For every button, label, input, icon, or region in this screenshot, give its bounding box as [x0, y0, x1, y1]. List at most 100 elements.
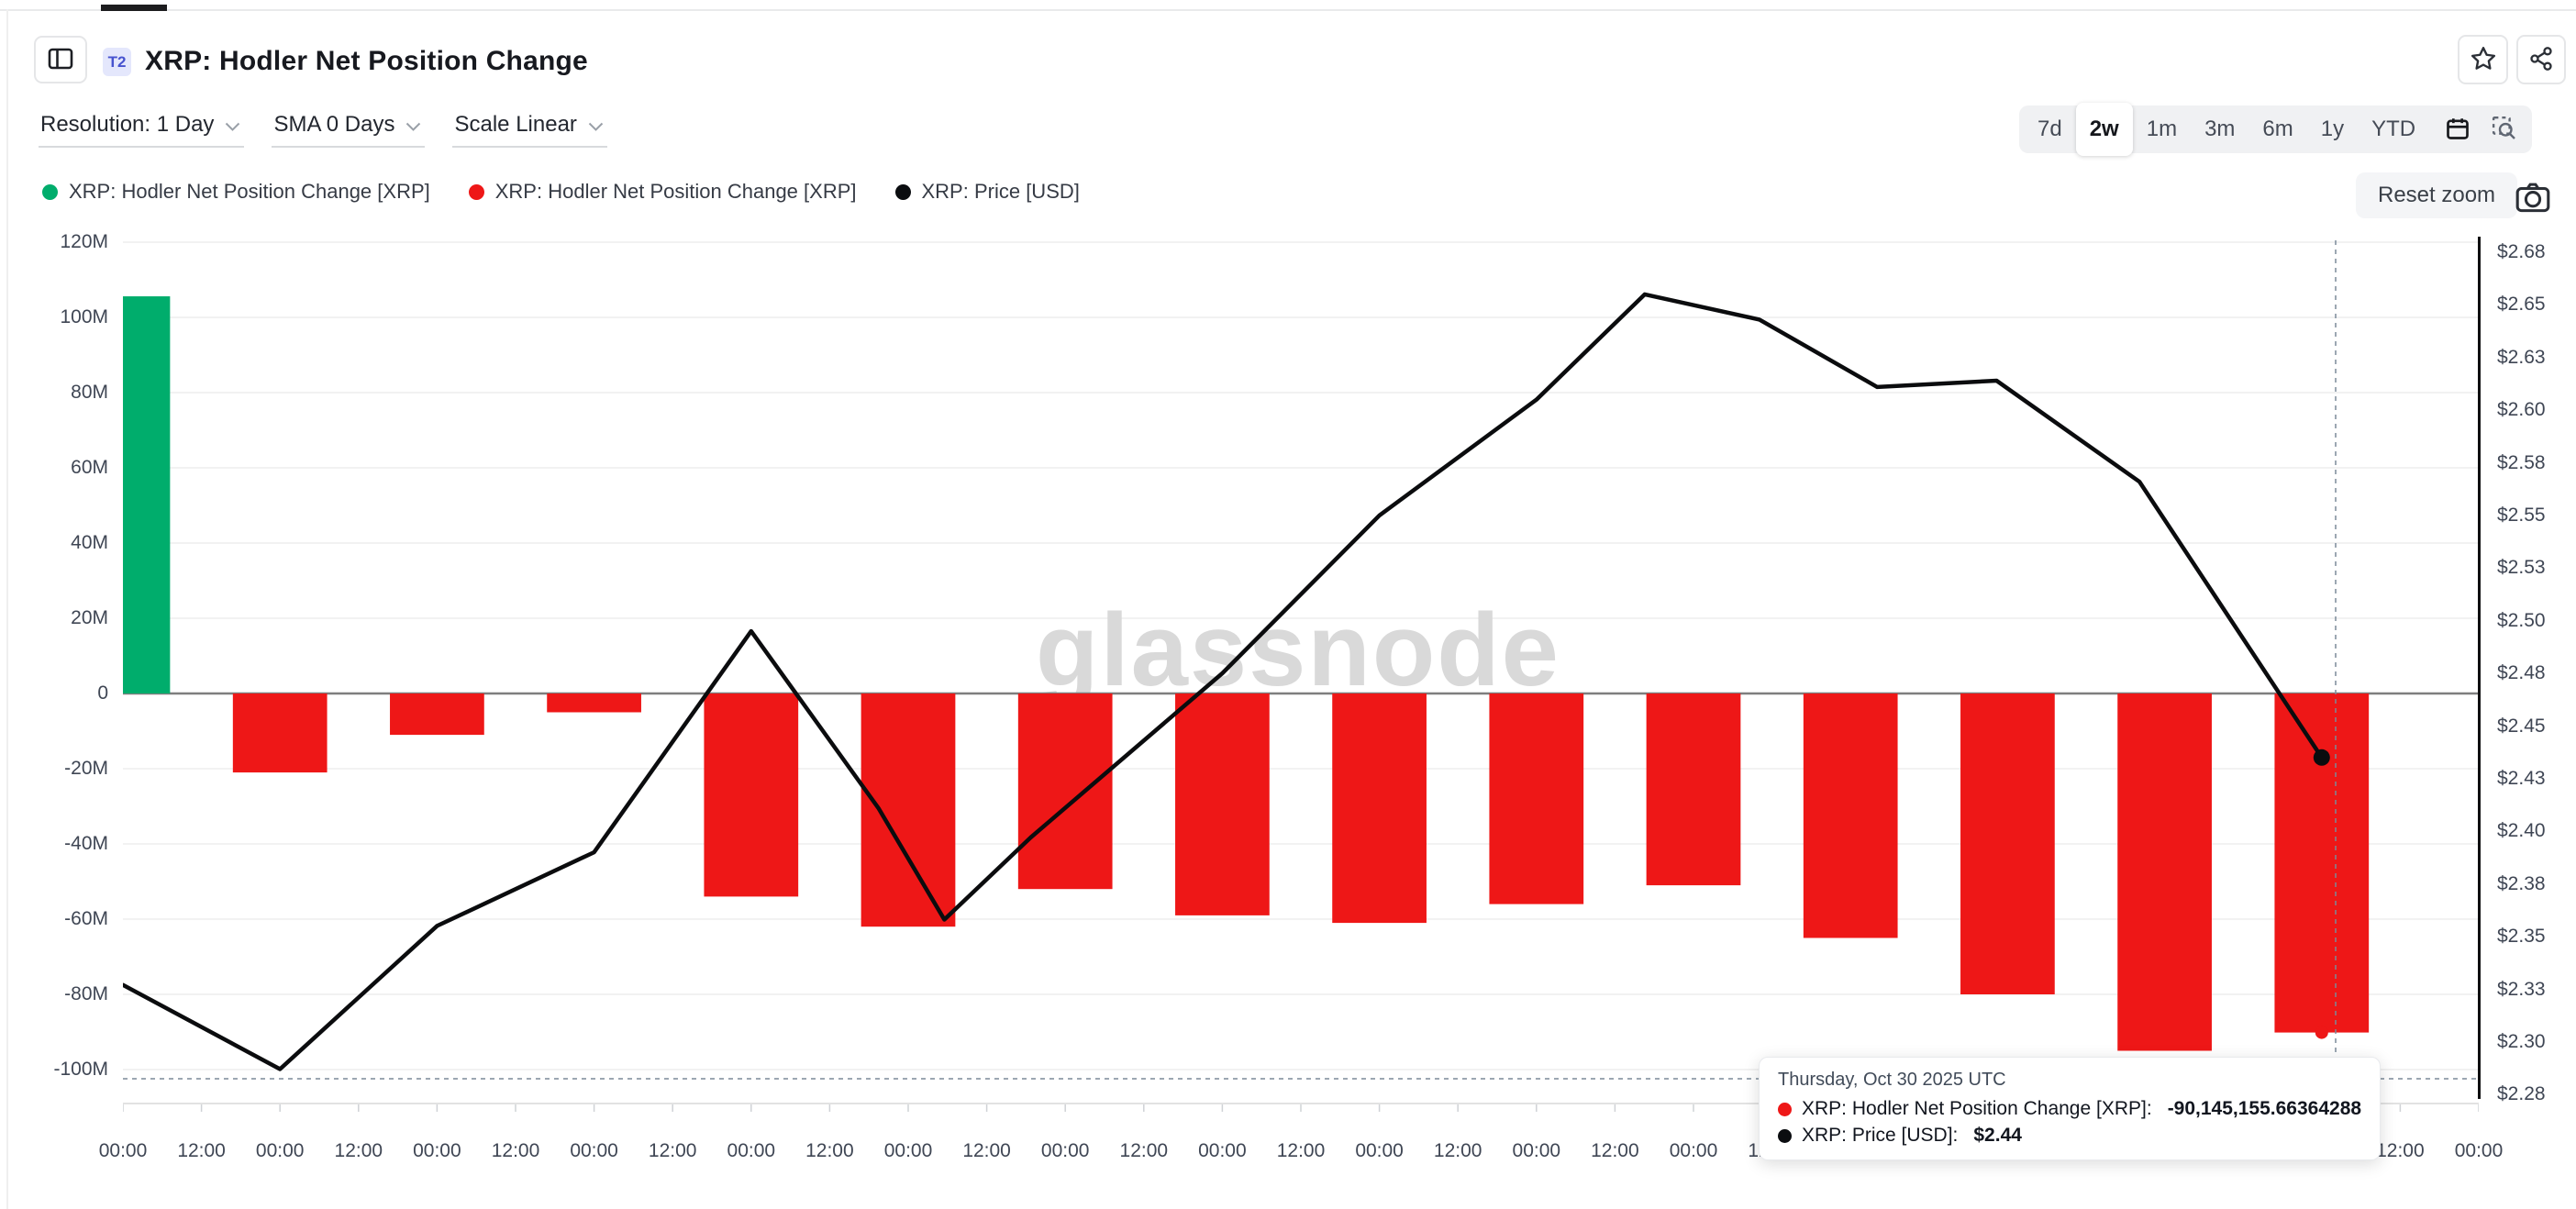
- y-right-tick: $2.30: [2497, 1031, 2546, 1052]
- range-option-ytd[interactable]: YTD: [2358, 105, 2429, 153]
- share-button[interactable]: [2516, 35, 2566, 84]
- x-axis-tick: 00:00: [570, 1140, 618, 1161]
- top-border: [0, 9, 2576, 11]
- sma-value: SMA 0 Days: [273, 112, 395, 137]
- x-axis-tick: 00:00: [413, 1140, 461, 1161]
- y-right-tick: $2.28: [2497, 1083, 2546, 1105]
- x-axis-tick: 12:00: [1591, 1140, 1639, 1161]
- bar-Oct 30 2025: [2274, 693, 2370, 1033]
- x-axis-tick: 12:00: [334, 1140, 383, 1161]
- tooltip-label: XRP: Hodler Net Position Change [XRP]:: [1802, 1098, 2152, 1119]
- calendar-icon: [2445, 116, 2471, 144]
- x-axis-tick: 00:00: [2454, 1140, 2504, 1161]
- tier-badge: T2: [103, 48, 131, 76]
- y-right-tick: $2.60: [2497, 399, 2546, 421]
- chart-plot[interactable]: glassnode: [123, 231, 2479, 1114]
- y-right-tick: $2.53: [2497, 557, 2546, 579]
- y-right-tick: $2.63: [2497, 346, 2546, 368]
- x-axis-tick: 12:00: [805, 1140, 854, 1161]
- tooltip-value: -90,145,155.66364288: [2167, 1098, 2362, 1119]
- legend-item-1[interactable]: XRP: Hodler Net Position Change [XRP]: [468, 180, 857, 204]
- reset-zoom-button[interactable]: Reset zoom: [2356, 172, 2518, 218]
- resolution-value: Resolution: 1 Day: [40, 112, 215, 137]
- sma-dropdown[interactable]: SMA 0 Days: [272, 112, 426, 148]
- bar-Oct 20 2025: [704, 693, 799, 897]
- y-left-tick: -100M: [53, 1059, 108, 1080]
- bar-Oct 17 2025: [232, 693, 328, 773]
- bar-Oct 21 2025: [861, 693, 956, 927]
- tooltip-value: $2.44: [1973, 1125, 2022, 1146]
- left-panel-border: [6, 9, 8, 1209]
- x-axis-tick: 12:00: [962, 1140, 1011, 1161]
- y-right-tick: $2.58: [2497, 451, 2546, 473]
- bar-Oct 29 2025: [2117, 693, 2212, 1051]
- resolution-dropdown[interactable]: Resolution: 1 Day: [39, 112, 245, 148]
- active-tab-indicator: [101, 5, 167, 11]
- bar-Oct 26 2025: [1646, 693, 1741, 886]
- tooltip-row-0: XRP: Hodler Net Position Change [XRP]: -9…: [1778, 1098, 2361, 1120]
- x-axis-tick: 00:00: [98, 1140, 148, 1161]
- x-axis-tick: 00:00: [883, 1140, 933, 1161]
- chart-settings-toolbar: Resolution: 1 Day SMA 0 Days Scale Linea…: [39, 112, 607, 148]
- y-left-tick: 60M: [71, 457, 108, 478]
- range-option-7d[interactable]: 7d: [2024, 105, 2076, 153]
- hovered-bar-marker: [2315, 1026, 2328, 1039]
- zoom-area-icon: [2491, 115, 2518, 145]
- bar-Oct 18 2025: [390, 693, 484, 736]
- y-right-tick: $2.40: [2497, 820, 2546, 842]
- bar-Oct 19 2025: [547, 693, 641, 713]
- tooltip-series-dot: [1778, 1128, 1792, 1143]
- x-axis-tick: 12:00: [1119, 1140, 1169, 1161]
- x-axis-tick: 00:00: [255, 1140, 305, 1161]
- legend-dot: [42, 183, 58, 200]
- x-axis-tick: 00:00: [1512, 1140, 1561, 1161]
- x-axis-tick: 12:00: [2376, 1140, 2425, 1161]
- chevron-down-icon: [405, 112, 421, 138]
- x-axis-tick: 12:00: [648, 1140, 697, 1161]
- y-right-tick: $2.35: [2497, 926, 2546, 948]
- zoom-area-button[interactable]: [2482, 105, 2527, 153]
- range-option-3m[interactable]: 3m: [2191, 105, 2248, 153]
- y-left-tick: -40M: [64, 833, 108, 854]
- scale-dropdown[interactable]: Scale Linear: [452, 112, 607, 148]
- tooltip-row-1: XRP: Price [USD]: $2.44: [1778, 1125, 2361, 1147]
- bar-Oct 22 2025: [1017, 693, 1113, 890]
- chevron-down-icon: [588, 112, 604, 138]
- right-axis-line: [2478, 237, 2481, 1099]
- y-left-tick: -80M: [64, 983, 108, 1004]
- chevron-down-icon: [225, 112, 240, 138]
- price-line: [123, 292, 2325, 1071]
- tooltip-series-dot: [1778, 1102, 1792, 1116]
- y-left-tick: 40M: [71, 532, 108, 553]
- y-left-tick: 120M: [60, 231, 108, 252]
- y-right-tick: $2.33: [2497, 978, 2546, 1000]
- y-right-tick: $2.55: [2497, 505, 2546, 526]
- bar-Oct 25 2025: [1489, 693, 1584, 904]
- chart-legend: XRP: Hodler Net Position Change [XRP] XRP…: [42, 180, 1080, 204]
- y-right-tick: $2.68: [2497, 241, 2546, 262]
- favorite-button[interactable]: [2458, 35, 2508, 84]
- range-option-1m[interactable]: 1m: [2133, 105, 2191, 153]
- page-title: XRP: Hodler Net Position Change: [145, 46, 588, 76]
- legend-dot: [468, 183, 484, 200]
- bar-Oct 28 2025: [1960, 693, 2055, 994]
- range-option-1y[interactable]: 1y: [2307, 105, 2358, 153]
- tooltip-label: XRP: Price [USD]:: [1802, 1125, 1959, 1146]
- camera-icon: [2514, 183, 2552, 217]
- date-picker-button[interactable]: [2436, 105, 2480, 153]
- legend-item-0[interactable]: XRP: Hodler Net Position Change [XRP]: [42, 180, 430, 204]
- range-option-2w[interactable]: 2w: [2075, 103, 2133, 156]
- range-option-6m[interactable]: 6m: [2248, 105, 2306, 153]
- legend-item-2[interactable]: XRP: Price [USD]: [894, 180, 1080, 204]
- y-left-tick: 0: [97, 682, 108, 704]
- y-right-tick: $2.43: [2497, 768, 2546, 789]
- x-axis-tick: 00:00: [1355, 1140, 1404, 1161]
- sidebar-toggle-button[interactable]: [34, 36, 87, 83]
- glassnode-watermark: glassnode: [1036, 593, 1560, 707]
- y-left-tick: 100M: [60, 306, 108, 327]
- scale-value: Scale Linear: [454, 112, 577, 137]
- y-left-tick: -60M: [64, 908, 108, 929]
- y-right-tick: $2.50: [2497, 609, 2546, 631]
- screenshot-button[interactable]: [2510, 176, 2556, 221]
